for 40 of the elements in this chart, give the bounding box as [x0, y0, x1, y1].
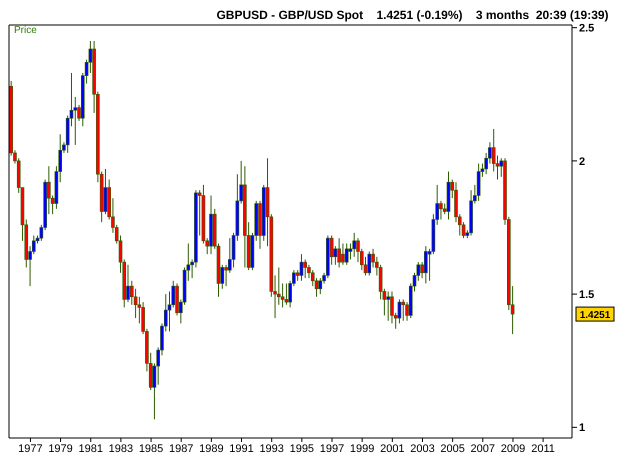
candlestick [284, 282, 288, 306]
x-tick-label: 1989 [199, 442, 224, 455]
candlestick [104, 168, 108, 215]
candlestick [352, 232, 356, 258]
candlestick [424, 246, 428, 284]
candlestick [300, 254, 304, 282]
x-tick-label: 1985 [138, 442, 164, 455]
candlestick [367, 250, 372, 276]
chart-title: GBPUSD - GBP/USD Spot 1.4251 (-0.19%) 3 months 20:39 (19:39) [215, 8, 610, 22]
x-tick-label: 1999 [350, 442, 374, 455]
x-tick-label: 1981 [78, 442, 103, 455]
candlestick [344, 242, 349, 266]
x-tick-label: 1983 [108, 442, 134, 455]
x-tick-label: 2007 [470, 442, 496, 455]
x-tick-label: 1991 [229, 442, 254, 455]
x-tick-label: 1977 [18, 442, 43, 455]
text: 1.4251 [580, 310, 611, 322]
y-tick-label: 2 [579, 156, 586, 168]
candlestick [386, 290, 390, 322]
y-tick-label: 1.5 [579, 289, 594, 302]
x-tick-label: 1993 [259, 442, 284, 455]
x-tick-label: 2009 [500, 442, 526, 455]
x-tick-label: 1995 [290, 442, 314, 455]
x-tick-label: 2003 [410, 442, 435, 455]
x-tick-label: 2001 [380, 442, 405, 455]
x-tick-label: 1987 [168, 442, 194, 455]
candlestick [126, 264, 130, 303]
candlestick [337, 238, 341, 268]
candlestick [439, 200, 443, 220]
candlestick [303, 258, 307, 279]
y-tick-label: 2.5 [579, 22, 594, 35]
y-axis-title: Price [14, 25, 37, 36]
x-tick-label: 2011 [531, 442, 555, 455]
x-tick-label: 1997 [320, 442, 344, 455]
x-tick-label: 1979 [48, 442, 73, 455]
candlestick [341, 242, 345, 266]
x-tick-label: 2005 [440, 442, 465, 455]
y-tick-label: 1 [579, 422, 586, 434]
candlestick [476, 163, 480, 202]
candlestick [401, 298, 406, 322]
